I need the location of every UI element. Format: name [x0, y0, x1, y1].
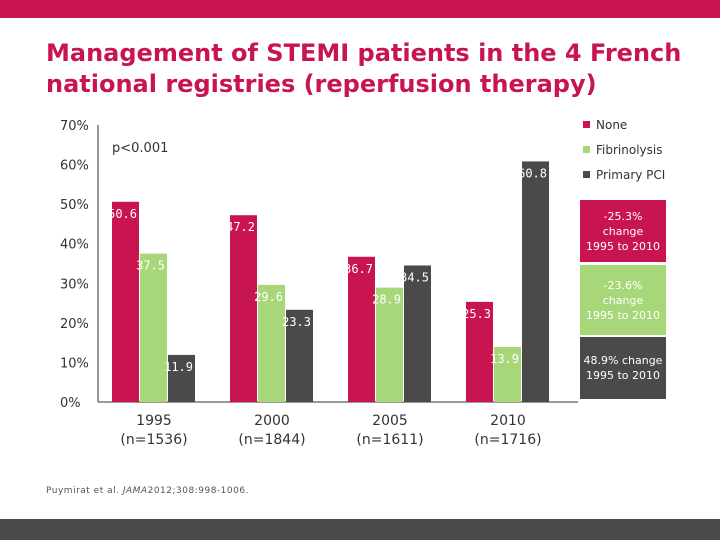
x-category-year: 2010: [490, 413, 526, 429]
bar-value-label: 13.9: [490, 352, 519, 366]
y-tick-label: 30%: [60, 277, 89, 292]
bar-value-label: 29.6: [254, 290, 283, 304]
bar: [258, 284, 285, 402]
legend-label: None: [596, 118, 628, 132]
y-tick-label: 50%: [60, 198, 89, 213]
bar-value-label: 47.2: [226, 220, 255, 234]
legend-swatch: [583, 171, 590, 178]
slide-title: Management of STEMI patients in the 4 Fr…: [46, 38, 706, 100]
source-reference: 2012;308:998-1006.: [147, 486, 249, 496]
top-accent-bar: [0, 0, 720, 18]
bar: [140, 253, 167, 402]
legend-item: Primary PCI: [583, 168, 665, 182]
bar-value-label: 60.8: [518, 166, 547, 180]
title-line-1: Management of STEMI patients in the 4 Fr…: [46, 39, 682, 67]
bar-value-label: 34.5: [400, 270, 429, 284]
bar: [168, 354, 195, 402]
change-note: -23.6% change 1995 to 2010: [580, 265, 666, 335]
bar-value-label: 11.9: [164, 360, 193, 374]
legend-item: None: [583, 118, 627, 132]
bar: [466, 301, 493, 402]
x-category-count: (n=1716): [474, 432, 541, 448]
legend-label: Primary PCI: [596, 168, 666, 182]
source-citation: Puymirat et al. JAMA2012;308:998-1006.: [46, 486, 249, 496]
bar: [376, 287, 403, 402]
bar: [286, 309, 313, 402]
bar-value-label: 37.5: [136, 259, 165, 273]
change-note: 48.9% change 1995 to 2010: [580, 337, 666, 399]
y-tick-label: 70%: [60, 119, 89, 134]
legend-swatch: [583, 146, 590, 153]
x-category-year: 1995: [136, 413, 172, 429]
change-note-line-2: 1995 to 2010: [585, 239, 661, 253]
bar: [522, 161, 549, 402]
x-category-count: (n=1536): [120, 432, 187, 448]
change-note-line-1: -25.3% change: [602, 209, 644, 238]
legend-item: Fibrinolysis: [583, 143, 662, 157]
legend-label: Fibrinolysis: [596, 143, 663, 157]
y-tick-label: 60%: [60, 159, 89, 174]
source-journal: JAMA: [122, 486, 148, 496]
x-category-year: 2005: [372, 413, 408, 429]
bar: [404, 265, 431, 402]
y-tick-label: 20%: [60, 317, 89, 332]
change-note-line-1: -23.6% change: [602, 278, 644, 307]
x-category-count: (n=1844): [238, 432, 305, 448]
change-note-text: 48.9% change 1995 to 2010: [584, 353, 663, 383]
legend-swatch: [583, 121, 590, 128]
bar-chart: 0% 10% 20% 30% 40% 50% 60% 70% p<0.001 50.6 47.2 36…: [60, 119, 578, 448]
bar-value-label: 25.3: [462, 307, 491, 321]
bar: [112, 201, 139, 402]
x-category-count: (n=1611): [356, 432, 423, 448]
y-tick-label: 40%: [60, 238, 89, 253]
bar: [230, 215, 257, 402]
bar: [348, 256, 375, 402]
x-category-year: 2000: [254, 413, 290, 429]
change-note: -25.3% change 1995 to 2010: [580, 200, 666, 262]
change-note-line-2: 1995 to 2010: [585, 369, 661, 382]
bar-value-label: 36.7: [344, 262, 373, 276]
bar-value-label: 28.9: [372, 293, 401, 307]
change-note-line-1: 48.9% change: [583, 354, 663, 367]
source-authors: Puymirat et al.: [46, 486, 120, 496]
bar: [494, 346, 521, 402]
bar-value-label: 23.3: [282, 315, 311, 329]
p-value-annotation: p<0.001: [112, 141, 168, 156]
y-tick-label: 10%: [60, 356, 89, 371]
change-note-text: -23.6% change 1995 to 2010: [583, 278, 663, 323]
title-line-2: national registries (reperfusion therapy…: [46, 70, 597, 98]
change-note-text: -25.3% change 1995 to 2010: [583, 209, 663, 254]
bottom-bar: [0, 519, 720, 540]
bar-value-label: 50.6: [108, 207, 137, 221]
change-note-line-2: 1995 to 2010: [585, 308, 661, 322]
y-tick-label: 0%: [60, 396, 81, 411]
